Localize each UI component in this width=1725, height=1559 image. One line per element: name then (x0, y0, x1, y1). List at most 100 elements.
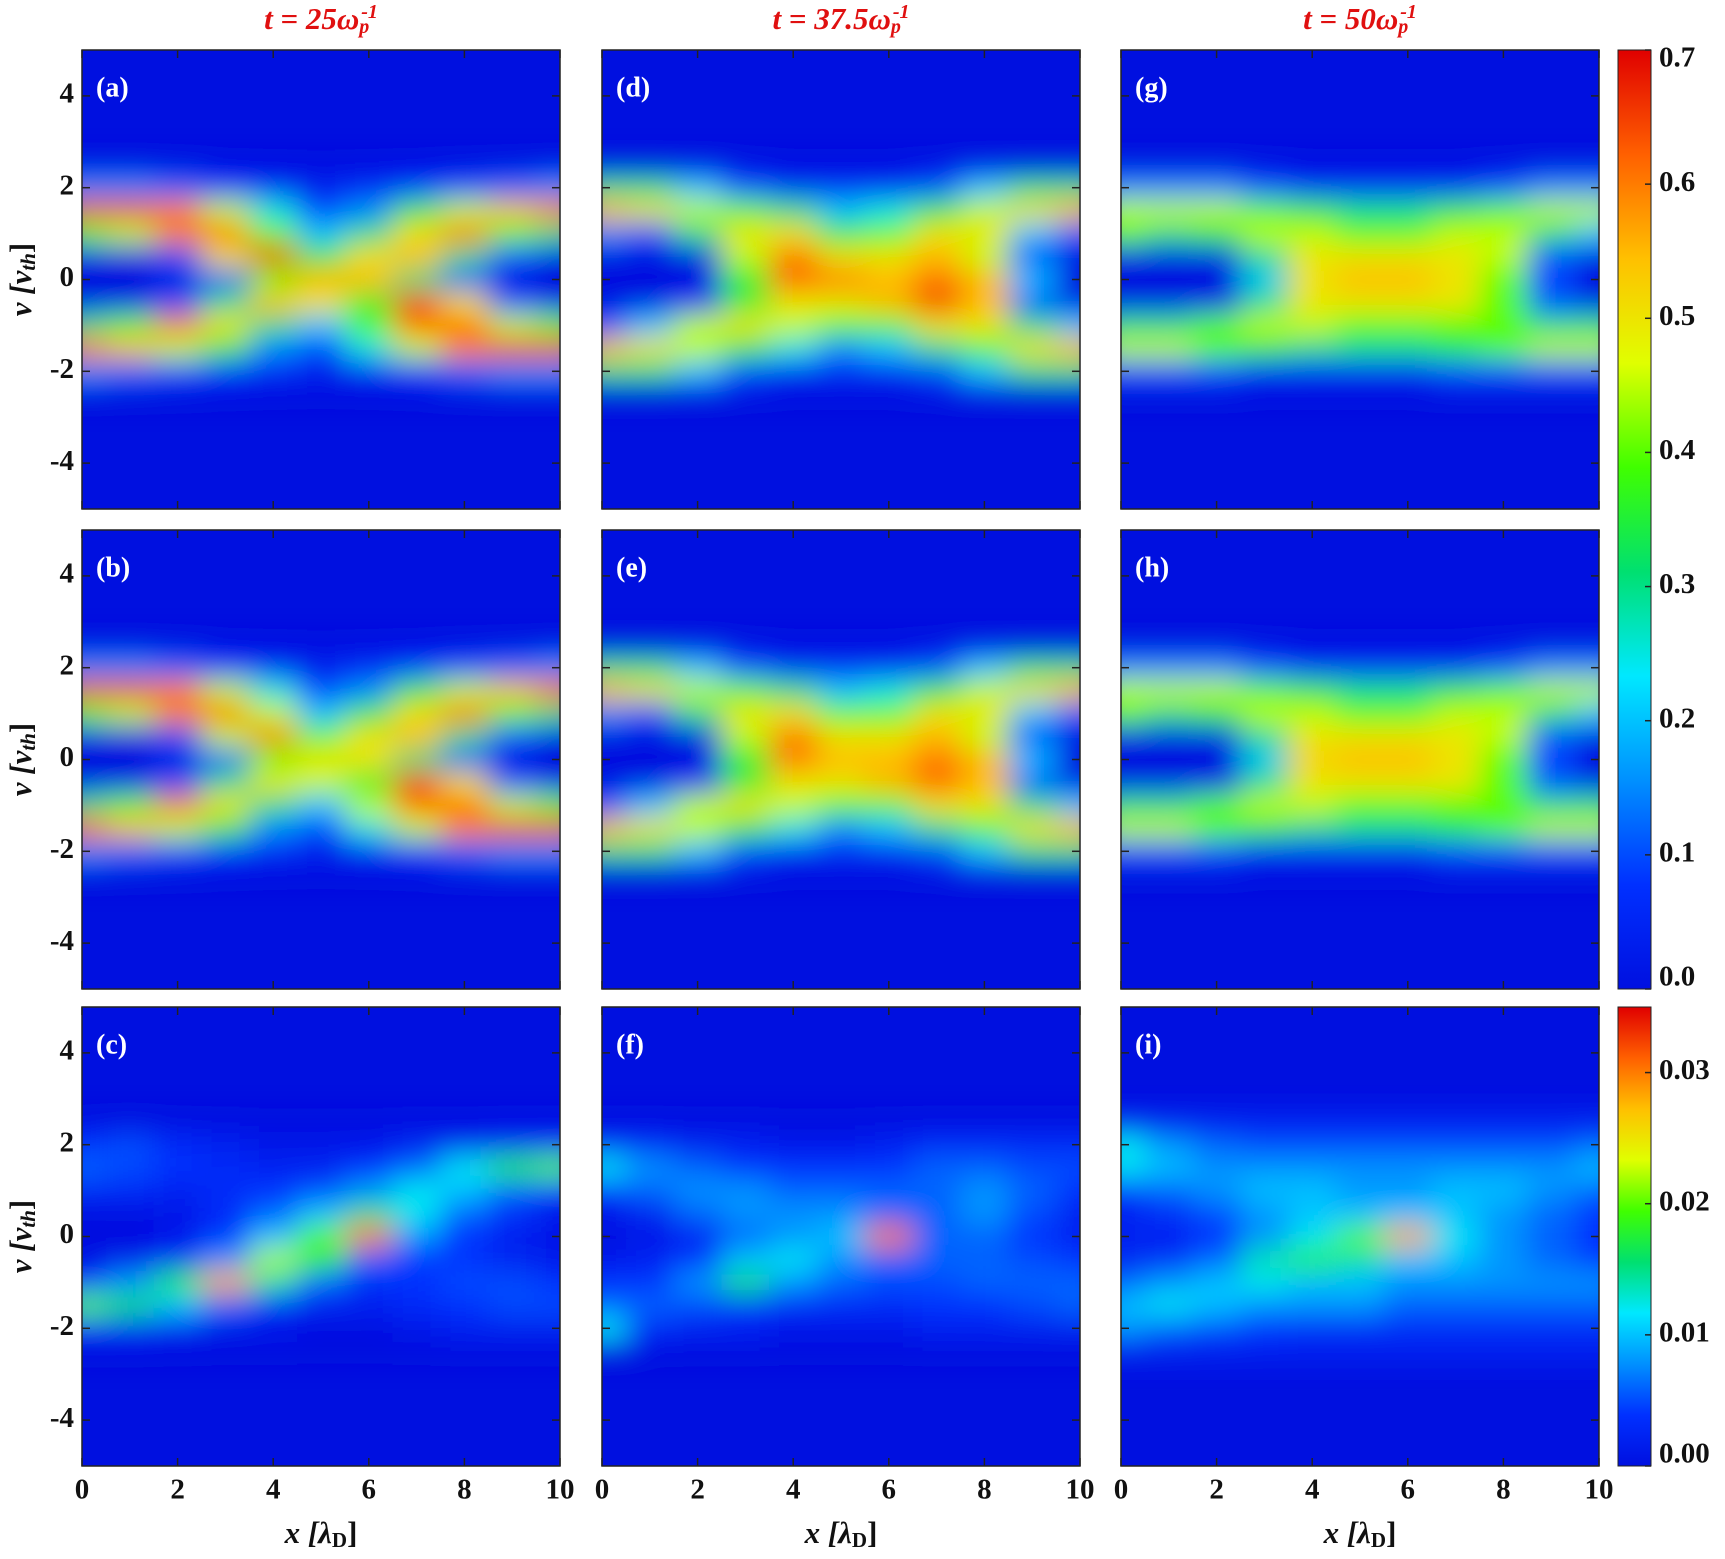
heat-cell (673, 793, 722, 818)
heat-cell (297, 633, 346, 657)
heat-cell (769, 359, 818, 384)
x-axis-label: x [λD] (1323, 1515, 1397, 1552)
heat-cell (1056, 1293, 1080, 1318)
ylabel-sub: th (16, 253, 40, 271)
heat-cell (82, 176, 107, 200)
heat-cell (673, 382, 722, 407)
heat-cell (249, 748, 298, 772)
heat-cell (105, 268, 155, 292)
heat-cell (297, 1156, 346, 1180)
x-tick-label: 6 (362, 1474, 377, 1506)
title-sub: p (889, 16, 901, 38)
heat-cell (1240, 1179, 1289, 1203)
heat-cell (625, 176, 675, 200)
heat-cell (721, 633, 770, 657)
heat-cell (1056, 290, 1080, 315)
heat-cell (1336, 1110, 1385, 1134)
heat-cell (1431, 679, 1480, 703)
heat-cell (1192, 1339, 1241, 1364)
heat-cell (1192, 176, 1241, 200)
heat-cell (721, 176, 770, 200)
heat-cell (1121, 290, 1146, 315)
heat-cell (1008, 1316, 1057, 1341)
heat-cell (488, 725, 537, 749)
heat-cell (1144, 679, 1194, 703)
heat-cell (1431, 633, 1480, 657)
heat-cell (82, 1225, 107, 1249)
heat-cell (249, 793, 298, 818)
heat-cell (82, 268, 107, 292)
heat-cell (1288, 268, 1337, 292)
heat-cell (440, 153, 489, 177)
heat-cell (721, 1225, 770, 1249)
heat-cell (960, 1316, 1009, 1341)
heat-cell (297, 839, 346, 864)
heat-cell (1192, 679, 1241, 703)
y-tick-label: -2 (50, 1310, 74, 1342)
heat-cell (721, 382, 770, 407)
heat-cell (1144, 1339, 1194, 1364)
heat-cell (625, 679, 675, 703)
heat-cell (960, 1179, 1009, 1203)
heat-cell (1383, 1339, 1433, 1364)
heat-cell (249, 199, 298, 223)
heat-cell (249, 770, 298, 795)
heat-cell (1479, 839, 1528, 864)
heat-cell (1008, 1247, 1057, 1272)
heat-cell (1479, 725, 1528, 749)
y-axis-label: v [vth] (3, 243, 40, 316)
heat-cell (960, 176, 1009, 200)
heat-cell (1240, 1247, 1289, 1272)
heat-cell (1527, 176, 1576, 200)
heat-cell (1288, 839, 1337, 864)
y-tick-label: 4 (60, 1035, 75, 1067)
heat-cell (1121, 793, 1146, 818)
heat-cell (105, 176, 155, 200)
heat-cell (201, 1225, 250, 1249)
heat-cell (1144, 725, 1194, 749)
heat-cell (673, 1110, 722, 1134)
heat-cell (1431, 862, 1480, 887)
heat-cell (82, 839, 107, 864)
heat-cell (1527, 770, 1576, 795)
heat-cell (1431, 290, 1480, 315)
heat-cell (153, 1179, 202, 1203)
heat-cell (864, 702, 914, 726)
panel-label: (i) (1135, 1029, 1161, 1060)
heat-cell (1144, 816, 1194, 841)
heat-cell (536, 268, 560, 292)
heat-cell (1192, 770, 1241, 795)
heat-cell (1383, 656, 1433, 680)
heat-cell (769, 770, 818, 795)
heat-cell (1288, 1225, 1337, 1249)
heat-cell (817, 336, 866, 361)
heat-cell (440, 1270, 489, 1295)
heat-cell (536, 222, 560, 246)
heat-cell (1527, 1202, 1576, 1226)
heat-cell (1192, 1270, 1241, 1295)
heat-cell (201, 290, 250, 315)
heat-cell (344, 268, 394, 292)
heat-cell (1575, 382, 1599, 407)
heat-cell (1288, 1110, 1337, 1134)
x-tick-label: 6 (882, 1474, 897, 1506)
heat-cell (864, 268, 914, 292)
heat-cell (1056, 268, 1080, 292)
heat-cell (1192, 1156, 1241, 1180)
heat-cell (960, 268, 1009, 292)
heat-cell (1192, 748, 1241, 772)
panel (1121, 530, 1599, 989)
heat-cell (1431, 1339, 1480, 1364)
heat-cell (1383, 1202, 1433, 1226)
heat-cell (721, 153, 770, 177)
heat-cell (1240, 1133, 1289, 1157)
heat-cell (912, 1133, 961, 1157)
heat-cell (488, 1156, 537, 1180)
heat-cell (536, 1156, 560, 1180)
heat-cell (82, 679, 107, 703)
colorbar-tick-label: 0.7 (1659, 42, 1695, 74)
heat-cell (864, 816, 914, 841)
heat-cell (1240, 176, 1289, 200)
heat-cell (1575, 702, 1599, 726)
heat-cell (864, 1133, 914, 1157)
